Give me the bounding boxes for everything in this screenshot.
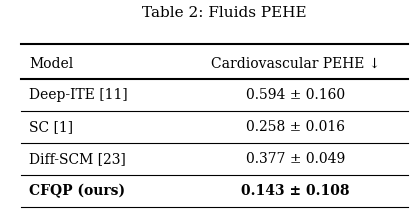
- Text: SC [1]: SC [1]: [29, 121, 73, 134]
- Text: CFQP (ours): CFQP (ours): [29, 184, 125, 199]
- Text: Cardiovascular PEHE ↓: Cardiovascular PEHE ↓: [211, 57, 380, 70]
- Text: Table 2: Fluids PEHE: Table 2: Fluids PEHE: [142, 6, 307, 21]
- Text: Deep-ITE [11]: Deep-ITE [11]: [29, 89, 128, 102]
- Text: 0.377 ± 0.049: 0.377 ± 0.049: [246, 152, 345, 166]
- Text: 0.143 ± 0.108: 0.143 ± 0.108: [241, 184, 350, 198]
- Text: Model: Model: [29, 57, 73, 70]
- Text: 0.258 ± 0.016: 0.258 ± 0.016: [246, 121, 345, 134]
- Text: 0.594 ± 0.160: 0.594 ± 0.160: [246, 89, 345, 102]
- Text: Diff-SCM [23]: Diff-SCM [23]: [29, 152, 126, 166]
